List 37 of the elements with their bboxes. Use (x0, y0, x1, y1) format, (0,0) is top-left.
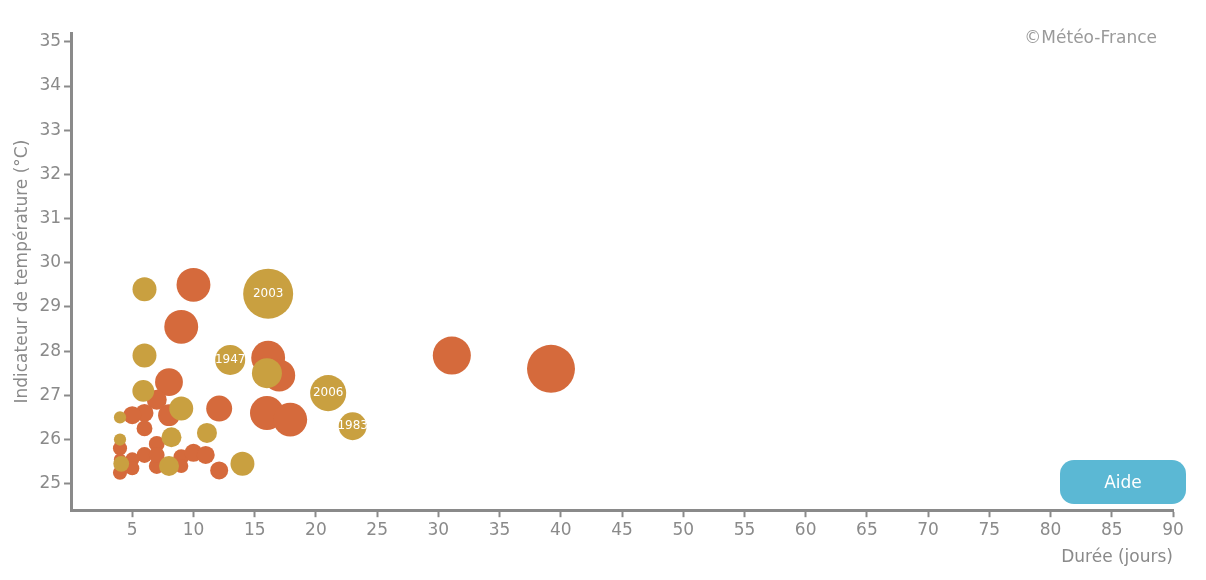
x-tick-label: 35 (488, 518, 511, 539)
x-tick-label: 5 (126, 518, 138, 539)
x-axis-title: Durée (jours) (1061, 546, 1173, 567)
y-tick-label: 30 (39, 251, 62, 272)
x-tick-label: 40 (549, 518, 572, 539)
x-tick-label: 50 (672, 518, 695, 539)
y-tick-label: 31 (39, 207, 62, 227)
annotation: ©Météo-France (1024, 26, 1157, 47)
x-tick-label: 80 (1039, 518, 1062, 539)
annotation: 1947 (214, 352, 246, 367)
y-tick-label: 35 (39, 30, 62, 51)
annotation: 2003 (252, 285, 284, 300)
x-tick-label: 30 (427, 518, 450, 539)
x-tick-label: 10 (182, 518, 205, 539)
x-tick-label: 20 (305, 518, 327, 539)
y-tick-label: 28 (39, 339, 62, 360)
y-tick-label: 33 (39, 118, 62, 139)
help-button: Aide (1060, 460, 1186, 504)
y-tick-label: 25 (39, 472, 62, 493)
annotation: 1983 (337, 418, 368, 433)
y-tick-label: 27 (39, 383, 62, 404)
x-tick-label: 15 (243, 518, 266, 539)
annotation: 2006 (312, 385, 344, 400)
x-tick-label: 60 (794, 518, 817, 539)
x-tick-label: 25 (366, 518, 388, 539)
x-tick-label: 65 (856, 518, 878, 539)
x-tick-label: 90 (1162, 518, 1184, 539)
x-tick-label: 75 (978, 518, 1001, 539)
y-tick-label: 26 (39, 427, 62, 448)
x-tick-label: 70 (917, 518, 939, 539)
y-tick-label: 32 (39, 162, 62, 183)
x-tick-label: 55 (733, 518, 756, 539)
y-tick-label: 29 (39, 295, 62, 316)
y-axis-title: Indicateur de température (°C) (10, 139, 31, 404)
x-tick-label: 45 (611, 518, 633, 539)
x-tick-label: 85 (1100, 518, 1123, 539)
y-tick-label: 34 (39, 74, 62, 95)
